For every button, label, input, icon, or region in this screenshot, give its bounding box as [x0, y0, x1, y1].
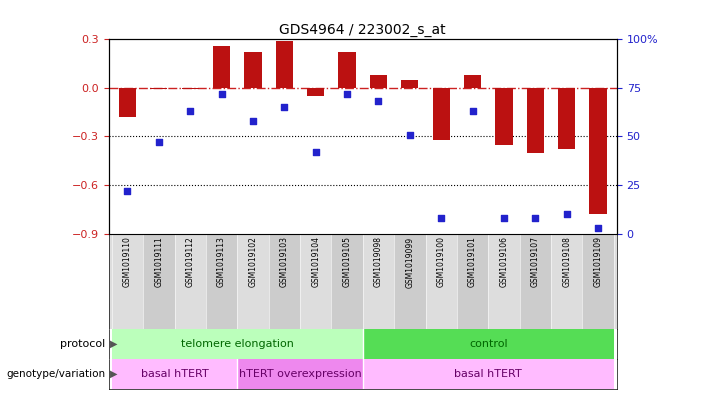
Bar [363, 233, 394, 329]
Bar [268, 233, 300, 329]
Bar [182, 88, 199, 90]
Text: basal hTERT: basal hTERT [454, 369, 522, 379]
Bar [551, 233, 583, 329]
Bar [464, 75, 481, 88]
Bar [363, 359, 614, 389]
Bar [111, 329, 363, 359]
Bar [111, 359, 237, 389]
Bar [307, 88, 325, 96]
Text: ▶: ▶ [110, 339, 118, 349]
Text: GSM1019101: GSM1019101 [468, 237, 477, 287]
Text: GSM1019100: GSM1019100 [437, 237, 446, 287]
Text: basal hTERT: basal hTERT [141, 369, 208, 379]
Point [467, 108, 478, 114]
Text: GSM1019108: GSM1019108 [562, 237, 571, 287]
Bar [300, 233, 332, 329]
Text: telomere elongation: telomere elongation [181, 339, 294, 349]
Point [216, 90, 227, 97]
Text: GSM1019103: GSM1019103 [280, 237, 289, 287]
Bar [558, 88, 576, 149]
Point [184, 108, 196, 114]
Bar [394, 233, 426, 329]
Text: hTERT overexpression: hTERT overexpression [238, 369, 362, 379]
Bar [519, 233, 551, 329]
Text: GSM1019098: GSM1019098 [374, 237, 383, 287]
Point [373, 98, 384, 105]
Text: GSM1019107: GSM1019107 [531, 237, 540, 287]
Bar [370, 75, 387, 88]
Bar [401, 80, 418, 88]
Bar [275, 41, 293, 88]
Bar [237, 233, 268, 329]
Point [279, 104, 290, 110]
Point [435, 215, 447, 221]
Point [122, 188, 133, 194]
Point [310, 149, 321, 155]
Point [247, 118, 259, 124]
Text: GSM1019111: GSM1019111 [154, 237, 163, 287]
Bar [496, 88, 512, 145]
Bar [111, 233, 143, 329]
Bar [175, 233, 206, 329]
Text: GSM1019102: GSM1019102 [248, 237, 257, 287]
Point [561, 211, 572, 217]
Bar [489, 233, 519, 329]
Text: GDS4964 / 223002_s_at: GDS4964 / 223002_s_at [280, 23, 446, 37]
Point [498, 215, 510, 221]
Text: control: control [469, 339, 508, 349]
Bar [206, 233, 237, 329]
Point [404, 131, 416, 138]
Text: GSM1019104: GSM1019104 [311, 237, 320, 287]
Text: GSM1019105: GSM1019105 [343, 237, 352, 287]
Text: ▶: ▶ [110, 369, 118, 379]
Text: GSM1019099: GSM1019099 [405, 237, 414, 288]
Bar [119, 88, 136, 117]
Text: GSM1019110: GSM1019110 [123, 237, 132, 287]
Point [341, 90, 353, 97]
Bar [583, 233, 614, 329]
Point [154, 139, 165, 145]
Bar [213, 46, 230, 88]
Bar [526, 88, 544, 152]
Text: GSM1019113: GSM1019113 [217, 237, 226, 287]
Bar [363, 329, 614, 359]
Text: GSM1019109: GSM1019109 [594, 237, 603, 287]
Bar [339, 52, 355, 88]
Bar [332, 233, 363, 329]
Text: GSM1019106: GSM1019106 [499, 237, 508, 287]
Point [592, 225, 604, 231]
Text: protocol: protocol [60, 339, 105, 349]
Bar [143, 233, 175, 329]
Bar [433, 88, 450, 140]
Text: genotype/variation: genotype/variation [6, 369, 105, 379]
Text: GSM1019112: GSM1019112 [186, 237, 195, 287]
Point [530, 215, 541, 221]
Bar [426, 233, 457, 329]
Bar [245, 52, 261, 88]
Bar [590, 88, 606, 214]
Bar [150, 88, 168, 90]
Bar [237, 359, 363, 389]
Bar [457, 233, 489, 329]
